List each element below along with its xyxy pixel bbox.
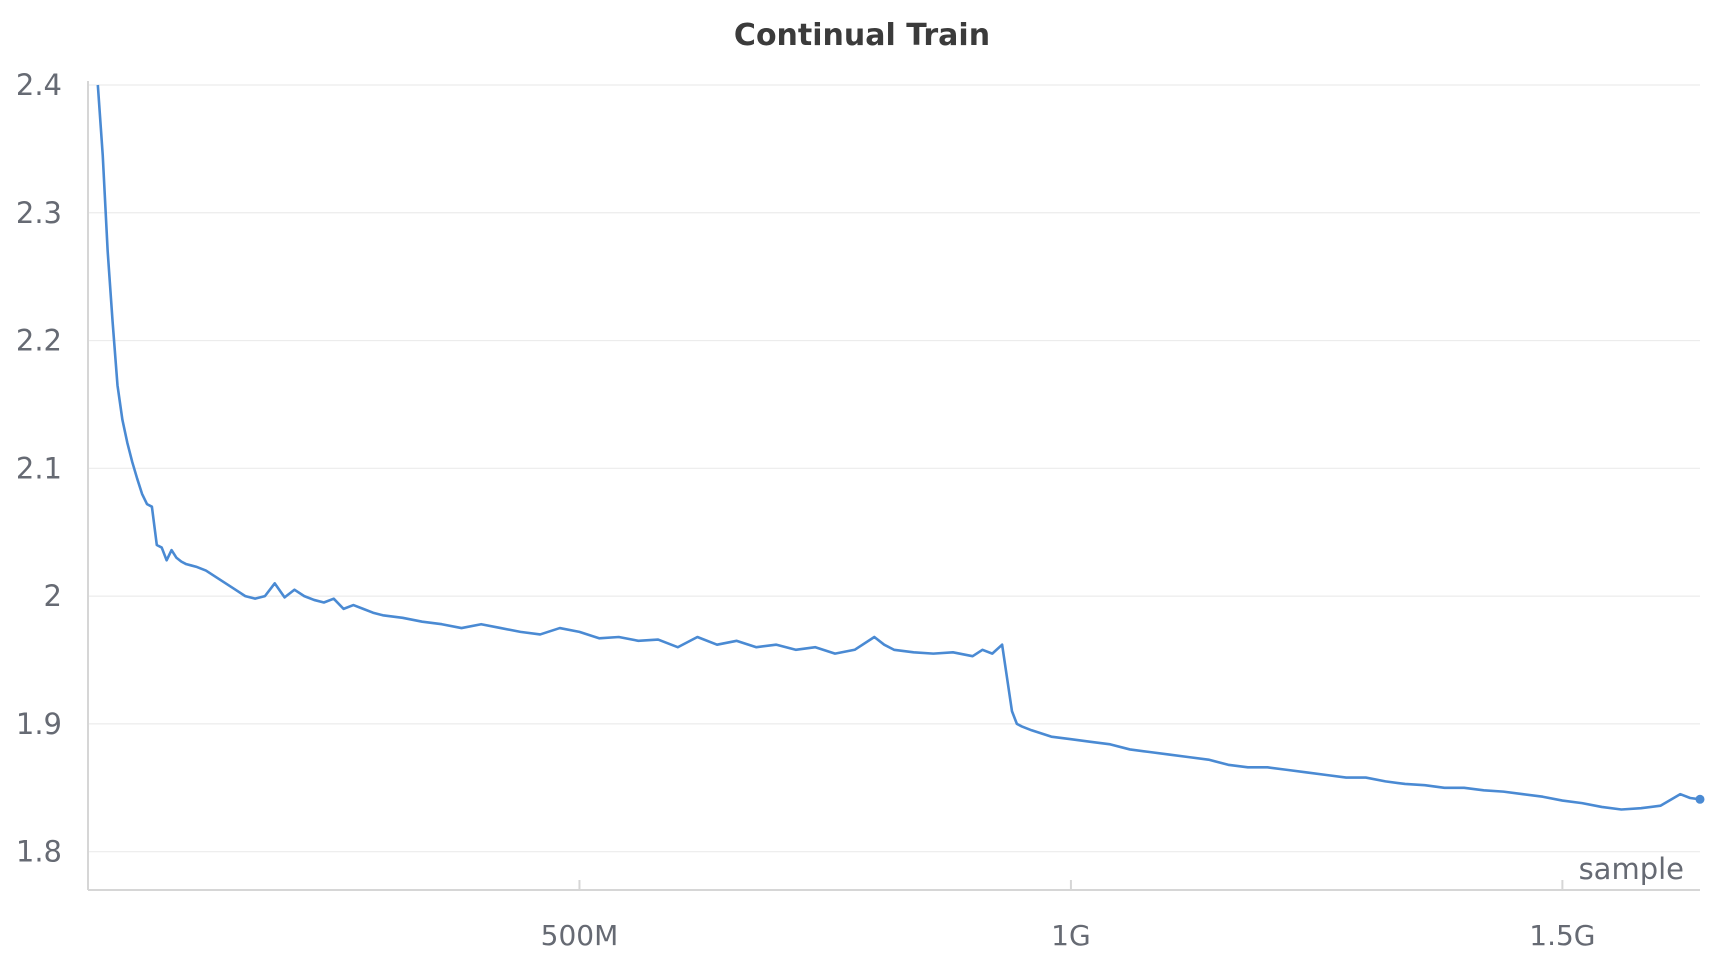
x-tick-label: 1G [1051, 919, 1091, 952]
y-tick-labels: 1.8 1.9 2 2.1 2.2 2.3 2.4 [16, 68, 62, 869]
y-tick-label: 2.4 [16, 68, 62, 102]
y-tick-label: 1.9 [16, 707, 62, 741]
y-tick-label: 1.8 [16, 835, 62, 869]
series-line [96, 84, 1701, 811]
chart-title: Continual Train [734, 18, 990, 53]
x-tick-label: 500M [541, 919, 619, 952]
axes [87, 81, 1700, 891]
x-tick-label: 1.5G [1529, 919, 1595, 952]
x-tick-labels: 500M 1G 1.5G [541, 919, 1596, 952]
y-tick-label: 2.3 [16, 196, 62, 230]
x-axis-label: sample [1579, 852, 1684, 886]
series-lines [96, 84, 1705, 811]
series-end-point [1695, 794, 1705, 804]
y-tick-label: 2.1 [16, 451, 62, 485]
y-tick-label: 2 [44, 579, 62, 613]
y-tick-label: 2.2 [16, 324, 62, 358]
grid-lines [88, 84, 1700, 853]
